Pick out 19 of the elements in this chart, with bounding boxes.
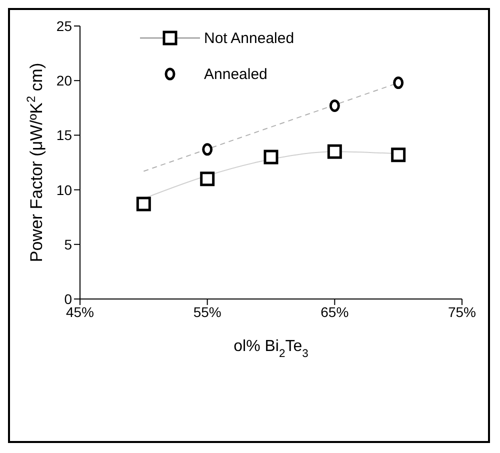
point xyxy=(200,172,215,186)
y-tick-label: 25 xyxy=(56,18,72,34)
y-tick-label: 5 xyxy=(64,236,72,252)
y-tick-label: 20 xyxy=(56,72,72,89)
x-tick-label: 75% xyxy=(448,304,476,320)
legend-label: Not Annealed xyxy=(204,30,294,46)
y-tick-label: 15 xyxy=(56,127,72,144)
point xyxy=(391,148,406,162)
y-tick-label: 10 xyxy=(56,182,72,198)
point xyxy=(393,76,404,90)
point xyxy=(327,144,342,159)
x-tick-label: 55% xyxy=(193,304,222,320)
legend-label: Annealed xyxy=(204,66,268,82)
point xyxy=(264,150,278,164)
x-tick-label: 65% xyxy=(320,304,349,320)
point xyxy=(136,196,151,212)
point xyxy=(329,99,340,112)
x-axis-title: ol% Bi$_{2}$Te$_{3}$ xyxy=(234,338,308,360)
point xyxy=(202,143,213,156)
